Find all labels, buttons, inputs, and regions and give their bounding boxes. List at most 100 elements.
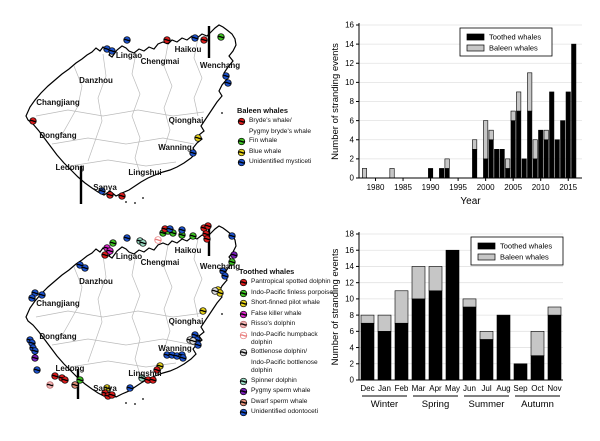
stranding-marker — [178, 226, 186, 234]
bar-segment-toothed-whales — [543, 139, 549, 179]
bar-segment-baleen-whales — [394, 290, 409, 324]
legend-toothed-title: Toothed whales — [239, 267, 295, 276]
y-tick-label: 10 — [345, 295, 354, 304]
legend-item: Indo-Pacific humpback dolphin — [239, 331, 339, 347]
stranding-marker — [108, 391, 116, 399]
city-label: Ledong — [56, 364, 85, 373]
city-label: Wenchang — [200, 61, 240, 70]
bar-segment-baleen-whales — [389, 168, 395, 179]
month-label: Jun — [463, 384, 476, 393]
legend-item-label-line2: Indo-Pacific bottlenose dolphin — [251, 358, 318, 375]
stranding-marker — [239, 331, 248, 339]
season-label: Winter — [371, 399, 398, 410]
bar-segment-toothed-whales — [549, 91, 555, 179]
species-marker-icon — [239, 310, 248, 318]
city-label: Wenchang — [200, 262, 240, 271]
bar-segment-toothed-whales — [516, 110, 522, 179]
county-boundary — [51, 338, 195, 346]
x-tick-label: 1980 — [367, 183, 385, 192]
chart-legend-swatch — [477, 242, 496, 250]
y-axis-title: Number of stranding events — [330, 43, 341, 160]
stranding-marker — [33, 366, 41, 374]
city-label: Sanya — [93, 183, 117, 192]
species-marker-icon — [237, 138, 246, 146]
islet-dot — [221, 112, 223, 114]
legend-item-label: Risso's dolphin — [251, 320, 296, 327]
city-label: Ledong — [56, 163, 85, 172]
county-boundary — [59, 65, 83, 139]
bar-segment-baleen-whales — [532, 139, 538, 160]
legend-item-label: Indo-Pacific humpback dolphin — [251, 330, 318, 346]
city-label: Lingshui — [128, 168, 161, 177]
x-tick-label: 1995 — [449, 183, 467, 192]
stranding-marker — [46, 381, 54, 389]
chart-strandings-by-month: 0 2 4 6 8 10 12 14 16 18 Dec Jan Feb Mar Apr May Jun Jul A… — [330, 230, 564, 410]
bar-segment-baleen-whales — [479, 331, 494, 340]
stranding-marker — [166, 225, 174, 233]
bar-segment-toothed-whales — [479, 339, 494, 381]
bar-segment-baleen-whales — [377, 314, 392, 332]
stranding-marker — [204, 222, 212, 230]
stranding-marker — [126, 384, 134, 392]
bar-segment-toothed-whales — [530, 355, 545, 381]
stranding-marker — [224, 79, 232, 87]
bar-segment-baleen-whales — [362, 168, 368, 179]
city-label: Qionghai — [169, 116, 204, 125]
stranding-marker — [76, 376, 84, 384]
legend-item-label: Bottlenose dolphin/ — [251, 348, 308, 356]
county-boundary — [163, 244, 173, 351]
bar-segment-toothed-whales — [472, 149, 478, 179]
stranding-marker — [200, 36, 208, 44]
bar-segment-baleen-whales — [547, 306, 562, 316]
city-label: Lingao — [116, 252, 142, 261]
species-marker-icon — [239, 398, 248, 407]
county-boundary — [193, 37, 203, 117]
bar-segment-toothed-whales — [532, 158, 538, 179]
bar-segment-baleen-whales — [472, 139, 478, 150]
legend-item-label: Short-finned pilot whale — [251, 299, 320, 306]
bar-segment-baleen-whales — [444, 158, 450, 169]
x-tick-label: 2000 — [477, 183, 495, 192]
chart-legend-label: Baleen whales — [500, 253, 549, 262]
city-label: Wanning — [158, 344, 192, 353]
stranding-marker — [194, 341, 202, 349]
legend-item-label: Fin whale — [249, 137, 278, 145]
species-marker-icon — [239, 377, 248, 386]
stranding-marker — [203, 235, 211, 243]
stranding-marker — [239, 388, 248, 396]
month-label: Jan — [378, 384, 391, 393]
legend-item-label: False killer whale — [251, 309, 302, 317]
stranding-marker — [237, 159, 246, 167]
city-label: Chengmai — [141, 57, 180, 66]
city-label: Danzhou — [79, 76, 113, 85]
legend-baleen-whales: Baleen whales Bryde's whale/Pygmy bryde'… — [237, 106, 337, 169]
season-label: Spring — [422, 399, 449, 410]
county-boundary — [59, 266, 83, 340]
city-label: Sanya — [93, 384, 117, 393]
city-label: Haikou — [175, 45, 202, 54]
bar-segment-toothed-whales — [547, 314, 562, 381]
bar-segment-toothed-whales — [554, 139, 560, 179]
bar-segment-baleen-whales — [543, 129, 549, 141]
y-tick-label: 6 — [350, 116, 355, 125]
bar-segment-toothed-whales — [571, 43, 577, 179]
species-marker-icon — [239, 349, 248, 357]
bar-segment-toothed-whales — [360, 322, 375, 381]
city-label: Dongfang — [39, 332, 76, 341]
stranding-marker — [51, 372, 59, 380]
bar-segment-toothed-whales — [505, 168, 511, 179]
stranding-marker — [153, 366, 161, 374]
bar-segment-toothed-whales — [510, 120, 516, 179]
city-label: Dongfang — [39, 131, 76, 140]
bar-segment-baleen-whales — [527, 72, 533, 112]
bar-segment-toothed-whales — [560, 120, 566, 179]
bar-segment-toothed-whales — [462, 306, 477, 381]
legend-item: False killer whale — [239, 310, 339, 319]
chart-legend-swatch — [477, 253, 496, 261]
stranding-marker — [239, 320, 248, 329]
y-tick-label: 18 — [345, 230, 354, 239]
month-label: Nov — [547, 384, 561, 393]
stranding-marker — [211, 287, 219, 295]
city-label: Lingao — [116, 51, 142, 60]
